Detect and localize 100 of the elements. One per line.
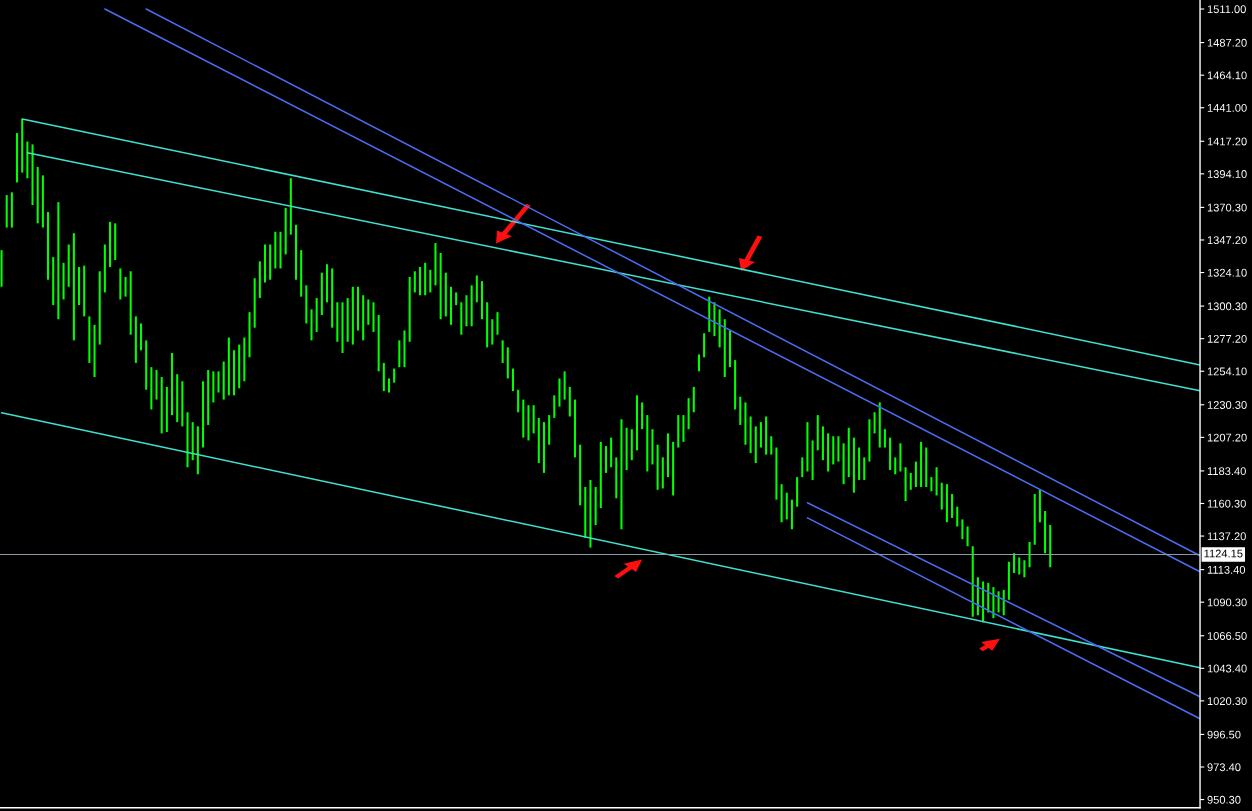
y-tick-label: 973.40 [1207,763,1241,772]
bar [739,396,742,425]
bar [140,323,143,351]
bar [765,416,768,455]
bar [5,195,8,228]
bar [10,192,13,228]
bar [114,223,117,260]
bar [21,119,24,173]
bar [0,250,3,287]
y-tick-label: 1487.20 [1207,38,1247,47]
bar [827,433,830,472]
bar [434,243,437,286]
bar [749,416,752,454]
bar [656,444,659,490]
bar [165,386,168,433]
bar [692,386,695,413]
bar [109,221,112,268]
bar [832,436,835,465]
y-tick-label: 1417.20 [1207,137,1247,146]
bar [26,141,29,179]
bar [584,486,587,538]
bar [966,526,969,547]
bar [145,340,148,390]
bar [785,492,788,520]
bar [553,395,556,418]
bar [651,429,654,465]
bar [951,494,954,519]
bar [837,436,840,462]
y-tick-label: 950.30 [1207,795,1241,804]
bar [362,295,365,341]
bar [475,275,478,303]
bar [351,286,354,345]
bar [883,429,886,448]
bar [956,506,959,527]
bar [470,285,473,327]
bar [170,353,174,416]
bar [971,546,974,617]
y-tick-label: 1230.30 [1207,401,1247,409]
bar [914,461,917,487]
bar [367,299,370,325]
bar [522,399,525,438]
bar [449,286,453,325]
bar [382,362,385,392]
bar [548,415,551,445]
bar [909,472,912,490]
bar [589,479,592,548]
bar [945,484,948,523]
bar [186,412,189,468]
bar [1044,510,1047,554]
bar [31,144,34,206]
bar [501,340,504,363]
bar [594,486,597,526]
bar [377,314,380,372]
bar [83,265,86,317]
bar [1018,557,1021,575]
bar [615,457,618,499]
bar [604,446,607,473]
bar [413,271,416,293]
bar [217,371,220,393]
bar [558,378,561,407]
y-tick-label: 1394.10 [1207,170,1247,178]
bar [672,441,675,496]
bar [284,207,287,255]
bar [150,367,153,410]
bar [263,244,267,283]
y-tick-label: 1183.40 [1207,467,1246,476]
y-tick-label: 1043.40 [1207,664,1247,673]
bar [222,361,225,400]
bar [666,433,669,478]
bar [889,437,892,471]
bar [811,440,814,480]
bar [372,302,375,332]
bar [119,268,122,300]
bar [393,368,396,383]
bar [511,368,515,392]
bar [904,467,907,502]
bar [238,344,241,389]
bar [408,276,411,342]
bar [1028,541,1031,568]
bar [925,447,928,487]
bar [310,309,313,341]
bar [532,405,535,434]
bar [207,369,210,425]
bar [341,302,344,354]
bar [682,415,685,442]
bar [47,212,50,280]
bar [129,271,132,335]
bar [196,426,199,475]
bar [336,302,339,342]
bar [387,378,391,393]
bar [444,272,447,317]
bar [356,286,360,331]
bar [625,427,628,471]
bar [728,330,731,368]
bar [677,415,680,448]
bar [858,447,861,480]
bar [36,166,39,224]
y-tick-label: 1370.30 [1207,203,1247,212]
bar [16,133,19,183]
y-tick-label: 1441.00 [1207,103,1247,112]
